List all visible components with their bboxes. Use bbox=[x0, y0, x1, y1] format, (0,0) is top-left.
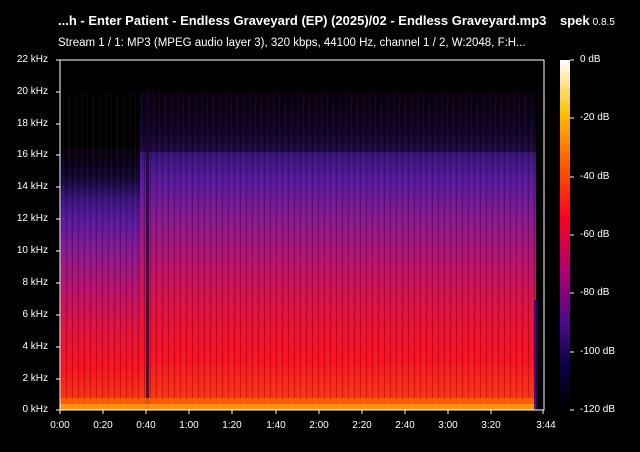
db-label-minus-40: -40 dB bbox=[580, 171, 610, 182]
freq-label-6khz: 6 kHz bbox=[22, 309, 48, 320]
file-title: ...h - Enter Patient - Endless Graveyard… bbox=[58, 13, 547, 28]
freq-label-20khz: 20 kHz bbox=[16, 86, 48, 97]
freq-label-16khz: 16 kHz bbox=[16, 149, 48, 160]
time-label-0-40: 0:40 bbox=[136, 420, 156, 431]
db-label-minus-60: -60 dB bbox=[580, 229, 610, 240]
app-version: 0.8.5 bbox=[592, 17, 615, 28]
freq-label-14khz: 14 kHz bbox=[16, 181, 48, 192]
freq-label-4khz: 4 kHz bbox=[22, 341, 48, 352]
db-label-0: 0 dB bbox=[580, 54, 601, 65]
app-name: spek bbox=[560, 13, 590, 28]
time-label-3-00: 3:00 bbox=[438, 420, 458, 431]
time-label-2-20: 2:20 bbox=[352, 420, 372, 431]
freq-label-8khz: 8 kHz bbox=[22, 277, 48, 288]
time-label-3-44: 3:44 bbox=[536, 420, 556, 431]
time-label-2-40: 2:40 bbox=[395, 420, 415, 431]
time-label-3-20: 3:20 bbox=[481, 420, 501, 431]
frequency-axis-ticks bbox=[56, 59, 60, 411]
time-axis-ticks bbox=[59, 410, 544, 414]
time-label-0-20: 0:20 bbox=[93, 420, 113, 431]
stream-info: Stream 1 / 1: MP3 (MPEG audio layer 3), … bbox=[58, 37, 526, 49]
freq-label-2khz: 2 kHz bbox=[22, 373, 48, 384]
freq-label-0khz: 0 kHz bbox=[22, 404, 48, 415]
freq-label-18khz: 18 kHz bbox=[16, 118, 48, 129]
time-label-1-40: 1:40 bbox=[266, 420, 286, 431]
time-label-1-20: 1:20 bbox=[222, 420, 242, 431]
app-brand: spek 0.8.5 bbox=[560, 13, 615, 28]
time-label-0-00: 0:00 bbox=[50, 420, 70, 431]
db-color-bar bbox=[560, 59, 574, 411]
time-label-2-00: 2:00 bbox=[309, 420, 329, 431]
db-label-minus-20: -20 dB bbox=[580, 112, 610, 123]
freq-label-10khz: 10 kHz bbox=[16, 245, 48, 256]
db-label-minus-80: -80 dB bbox=[580, 287, 610, 298]
freq-label-22khz: 22 kHz bbox=[16, 54, 48, 65]
spectrogram-plot[interactable] bbox=[59, 59, 545, 411]
db-label-minus-100: -100 dB bbox=[580, 346, 616, 357]
time-label-1-00: 1:00 bbox=[179, 420, 199, 431]
freq-label-12khz: 12 kHz bbox=[16, 213, 48, 224]
db-label-minus-120: -120 dB bbox=[580, 404, 616, 415]
